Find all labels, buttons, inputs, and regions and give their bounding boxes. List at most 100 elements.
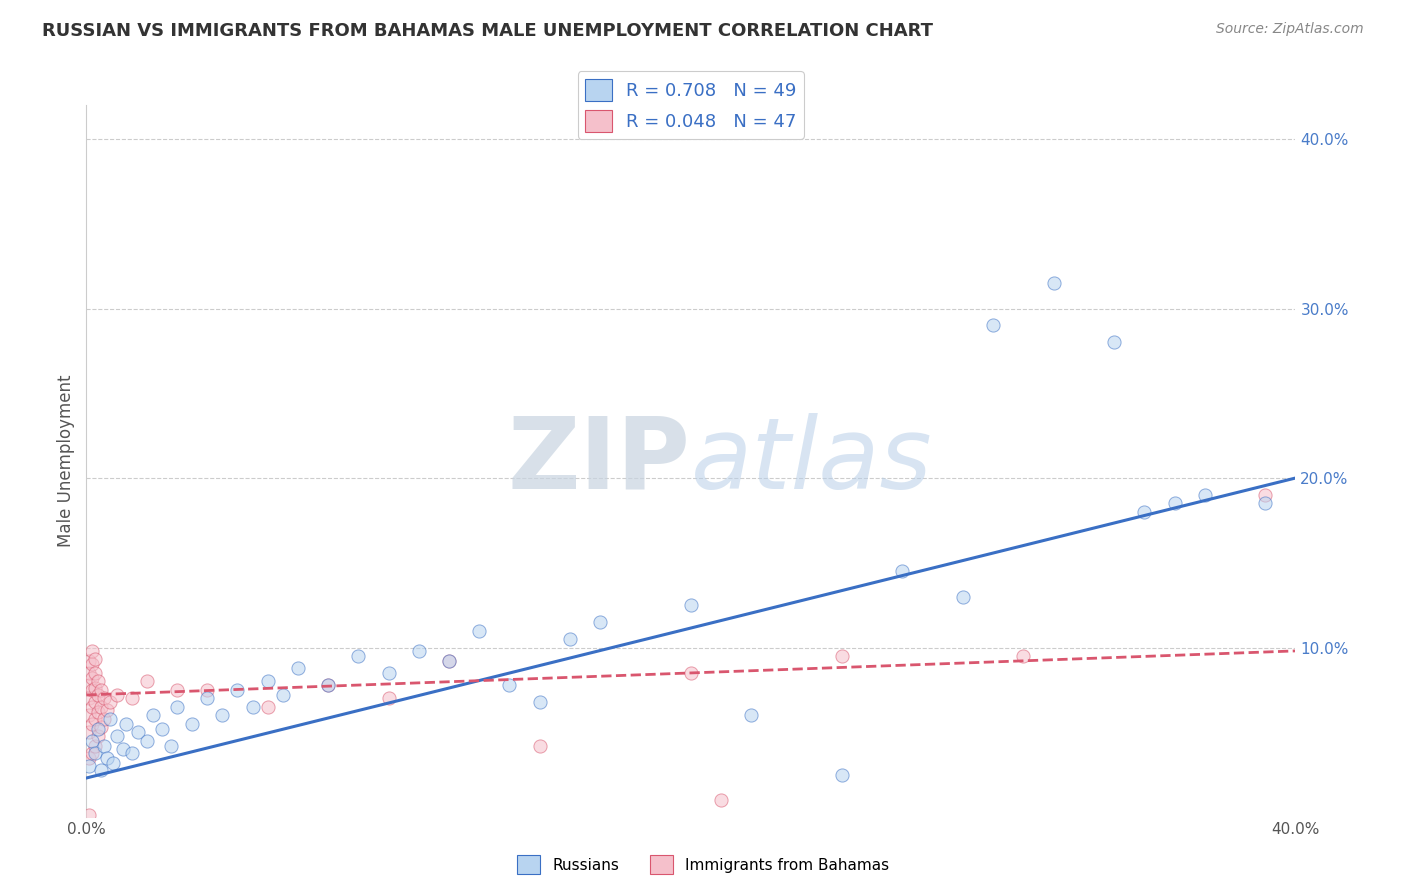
Point (679, 598, 702, 612)
Point (377, 665, 399, 680)
Point (79, 691, 101, 706)
Point (82, 682, 104, 697)
Point (84, 746, 107, 760)
Point (105, 688, 128, 702)
Point (166, 682, 188, 697)
Point (740, 708, 762, 723)
Point (93, 739, 115, 753)
Point (87, 722, 110, 736)
Point (93, 712, 115, 726)
Point (468, 624, 491, 638)
Point (79, 678, 101, 692)
Point (84, 652, 107, 666)
Point (135, 733, 157, 747)
Point (1102, 335, 1125, 350)
Point (84, 712, 107, 726)
Point (79, 750, 101, 764)
Point (82, 733, 104, 747)
Point (529, 695, 551, 709)
Point (87, 705, 110, 719)
Point (79, 665, 101, 680)
Point (100, 695, 122, 709)
Point (121, 691, 143, 706)
Point (103, 756, 125, 770)
Point (589, 615, 612, 629)
Point (135, 674, 157, 689)
Point (142, 708, 165, 723)
Point (84, 681, 107, 696)
Point (1133, 505, 1156, 519)
Point (166, 699, 188, 714)
Point (271, 688, 294, 702)
Point (79, 808, 101, 822)
Point (1254, 496, 1277, 510)
Point (82, 699, 104, 714)
Point (87, 674, 110, 689)
Legend: Russians, Immigrants from Bahamas: Russians, Immigrants from Bahamas (510, 849, 896, 880)
Point (831, 767, 853, 781)
Point (529, 739, 551, 753)
Point (105, 729, 128, 743)
Point (1012, 648, 1035, 663)
Point (242, 699, 264, 714)
Point (90, 699, 112, 714)
Point (84, 739, 107, 753)
Point (831, 648, 853, 663)
Text: atlas: atlas (690, 413, 932, 509)
Point (377, 691, 399, 706)
Point (114, 716, 136, 731)
Point (211, 708, 233, 723)
Point (558, 632, 581, 646)
Point (437, 654, 460, 668)
Point (121, 746, 143, 760)
Point (347, 648, 370, 663)
Point (195, 682, 218, 697)
Point (84, 665, 107, 680)
Point (498, 678, 520, 692)
Point (82, 746, 104, 760)
Point (79, 725, 101, 739)
Point (96, 703, 118, 717)
Point (1042, 276, 1064, 290)
Point (226, 682, 249, 697)
Point (408, 644, 430, 658)
Point (160, 739, 183, 753)
Point (195, 691, 218, 706)
Point (82, 671, 104, 685)
Point (316, 678, 339, 692)
Point (256, 674, 278, 689)
Point (87, 729, 110, 743)
Point (82, 716, 104, 731)
Point (90, 682, 112, 697)
Point (1254, 488, 1277, 502)
Point (316, 678, 339, 692)
Text: RUSSIAN VS IMMIGRANTS FROM BAHAMAS MALE UNEMPLOYMENT CORRELATION CHART: RUSSIAN VS IMMIGRANTS FROM BAHAMAS MALE … (42, 22, 934, 40)
Point (1163, 496, 1185, 510)
Point (710, 793, 733, 807)
Point (891, 564, 914, 578)
Point (96, 750, 118, 764)
Point (100, 712, 122, 726)
Text: Source: ZipAtlas.com: Source: ZipAtlas.com (1216, 22, 1364, 37)
Point (79, 708, 101, 723)
Point (127, 725, 149, 739)
Point (679, 665, 702, 680)
Point (79, 759, 101, 773)
Point (82, 657, 104, 672)
Point (287, 661, 309, 675)
Point (111, 742, 134, 756)
Point (87, 688, 110, 702)
Point (981, 318, 1004, 333)
Point (181, 716, 204, 731)
Point (79, 654, 101, 668)
Y-axis label: Male Unemployment: Male Unemployment (58, 375, 75, 548)
Point (437, 654, 460, 668)
Legend: R = 0.708   N = 49, R = 0.048   N = 47: R = 0.708 N = 49, R = 0.048 N = 47 (578, 71, 804, 139)
Point (256, 699, 278, 714)
Point (90, 720, 112, 734)
Point (150, 722, 173, 736)
Point (90, 763, 112, 777)
Point (93, 691, 115, 706)
Point (952, 590, 974, 604)
Point (1194, 488, 1216, 502)
